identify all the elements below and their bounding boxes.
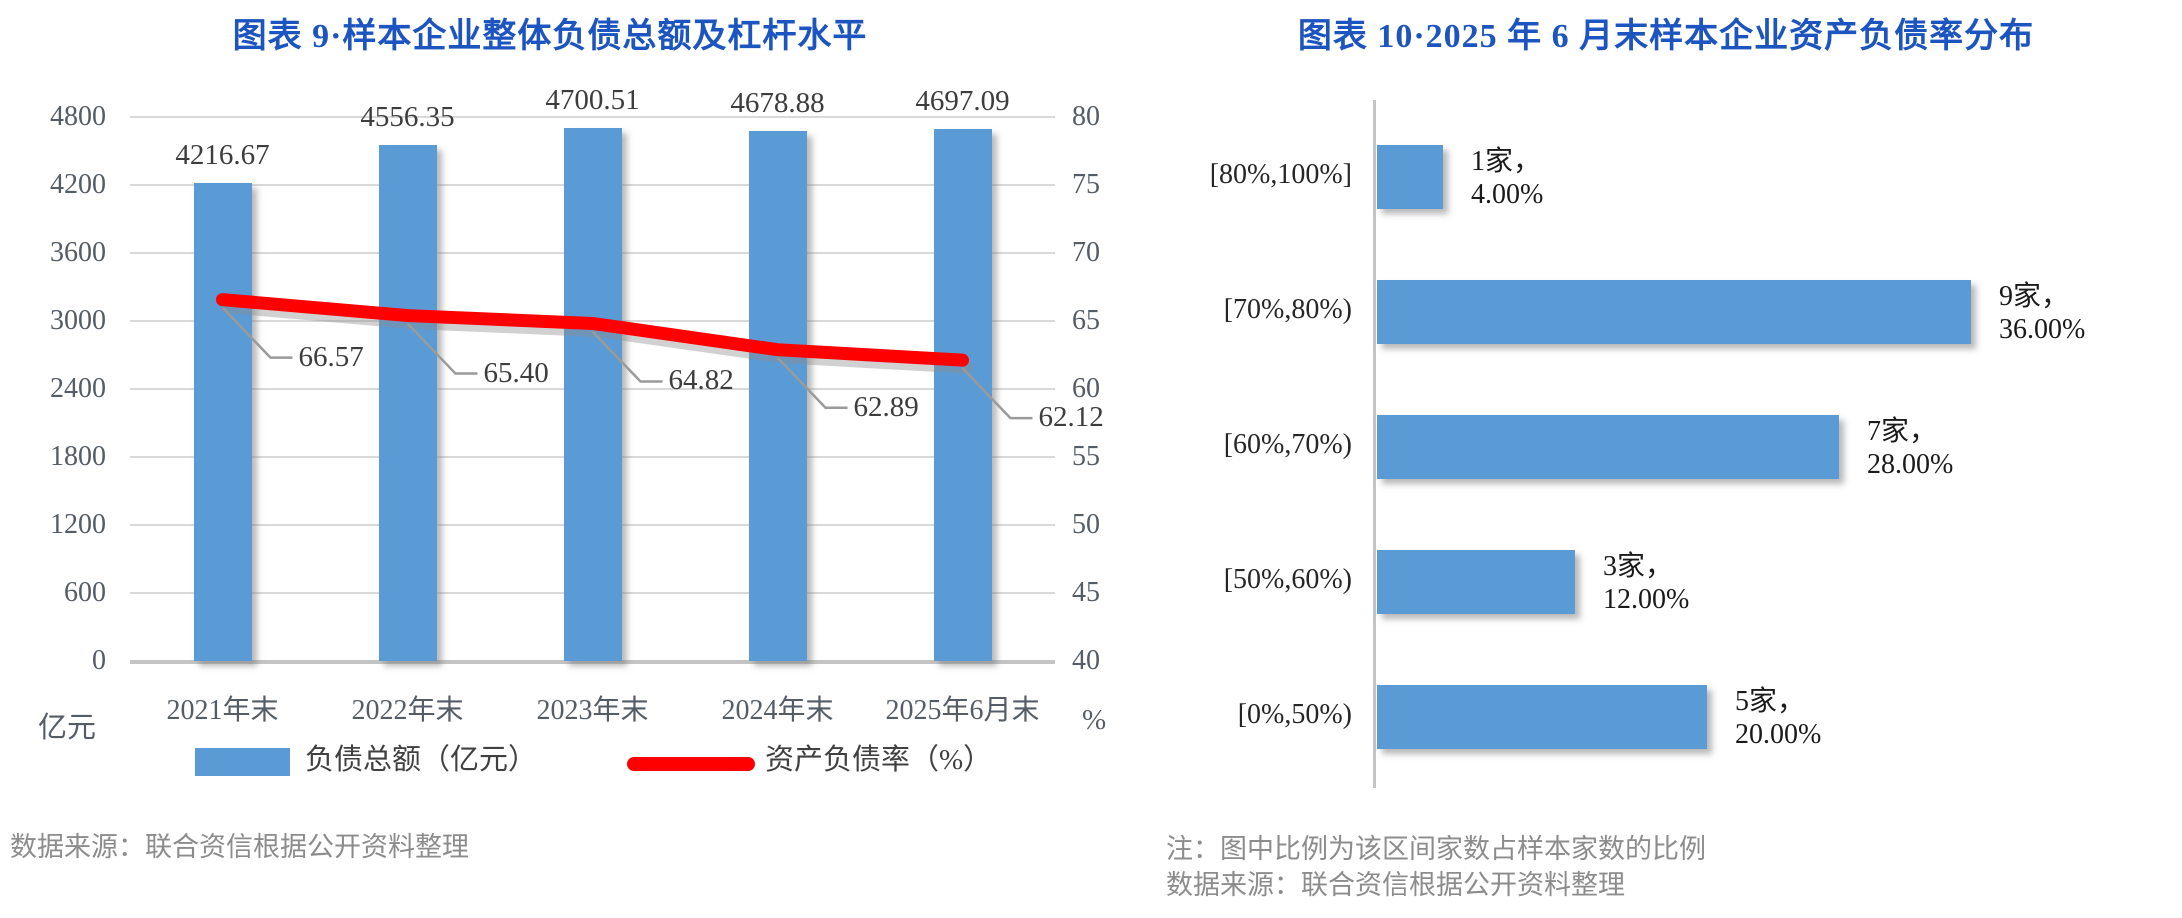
hbar-value-label-count: 1家， — [1471, 146, 1542, 177]
y-tick-left: 600 — [64, 577, 106, 608]
y-tick-right: 70 — [1072, 237, 1100, 268]
x-category-label: 2022年末 — [351, 695, 464, 726]
hbar-category-label: [80%,100%] — [1209, 159, 1352, 190]
x-category-label: 2024年末 — [721, 695, 834, 726]
hbar — [1377, 415, 1839, 479]
bar-value-label: 4697.09 — [915, 84, 1010, 117]
x-category-label: 2025年6月末 — [885, 695, 1040, 726]
left-chart-source: 数据来源：联合资信根据公开资料整理 — [10, 832, 469, 862]
hbar-value-label-count: 9家， — [1999, 281, 2070, 312]
bar — [563, 128, 622, 661]
bar-value-label: 4216.67 — [175, 139, 270, 172]
hbar-category-label: [60%,70%) — [1223, 429, 1352, 460]
y-tick-left: 4200 — [50, 169, 106, 200]
category-axis-line — [1373, 100, 1376, 788]
hbar — [1377, 280, 1971, 344]
hbar-category-label: [70%,80%) — [1223, 294, 1352, 325]
line-point-label: 65.40 — [483, 356, 549, 389]
right-chart-note: 注：图中比例为该区间家数占样本家数的比例 — [1166, 834, 1706, 864]
legend-line-label: 资产负债率（%） — [765, 744, 993, 776]
y-tick-left: 3000 — [50, 305, 106, 336]
y-tick-right: 65 — [1072, 305, 1100, 336]
y-tick-left: 3600 — [50, 237, 106, 268]
y-tick-right: 60 — [1072, 373, 1100, 404]
line-point-label: 62.89 — [853, 390, 919, 423]
line-point-label: 64.82 — [668, 364, 734, 397]
hbar — [1377, 145, 1443, 209]
bar-value-label: 4556.35 — [360, 100, 455, 133]
y-tick-left: 1800 — [50, 441, 106, 472]
hbar-value-label-pct: 4.00% — [1471, 179, 1544, 210]
right-chart-title: 图表 10·2025 年 6 月末样本企业资产负债率分布 — [1297, 18, 2035, 55]
line-point-label: 66.57 — [298, 340, 364, 373]
hbar — [1377, 550, 1575, 614]
hbar-value-label-count: 5家， — [1735, 686, 1806, 717]
right-chart-source: 数据来源：联合资信根据公开资料整理 — [1166, 870, 1625, 900]
y-tick-left: 1200 — [50, 509, 106, 540]
bar-value-label: 4700.51 — [545, 84, 640, 117]
bar-value-label: 4678.88 — [730, 86, 825, 119]
y-tick-right: 75 — [1072, 169, 1100, 200]
y-tick-left: 4800 — [50, 101, 106, 132]
y-tick-right: 80 — [1072, 101, 1100, 132]
legend-bar-swatch — [195, 748, 290, 776]
hbar-value-label-pct: 20.00% — [1735, 719, 1822, 750]
x-category-label: 2023年末 — [536, 695, 649, 726]
bar — [378, 144, 437, 661]
line-point-label: 62.12 — [1038, 401, 1104, 434]
left-chart-title: 图表 9·样本企业整体负债总额及杠杆水平 — [232, 18, 868, 55]
y-tick-right: 40 — [1072, 645, 1100, 676]
y-tick-right: 45 — [1072, 577, 1100, 608]
gridline — [130, 660, 1055, 664]
hbar-value-label-pct: 36.00% — [1999, 314, 2086, 345]
hbar-value-label-count: 7家， — [1867, 416, 1938, 447]
right-axis-unit-label: % — [1082, 704, 1107, 736]
hbar — [1377, 685, 1707, 749]
y-tick-right: 55 — [1072, 441, 1100, 472]
hbar-value-label-pct: 12.00% — [1603, 584, 1690, 615]
hbar-category-label: [50%,60%) — [1223, 564, 1352, 595]
y-tick-left: 0 — [92, 645, 106, 676]
x-category-label: 2021年末 — [166, 695, 279, 726]
hbar-value-label-count: 3家， — [1603, 551, 1674, 582]
y-tick-left: 2400 — [50, 373, 106, 404]
bar — [193, 183, 252, 661]
legend-line-swatch — [627, 757, 755, 771]
gridline — [130, 116, 1055, 118]
y-tick-right: 50 — [1072, 509, 1100, 540]
legend-bar-label: 负债总额（亿元） — [305, 744, 538, 776]
left-axis-unit-label: 亿元 — [38, 712, 97, 744]
hbar-category-label: [0%,50%) — [1237, 699, 1352, 730]
hbar-value-label-pct: 28.00% — [1867, 449, 1954, 480]
